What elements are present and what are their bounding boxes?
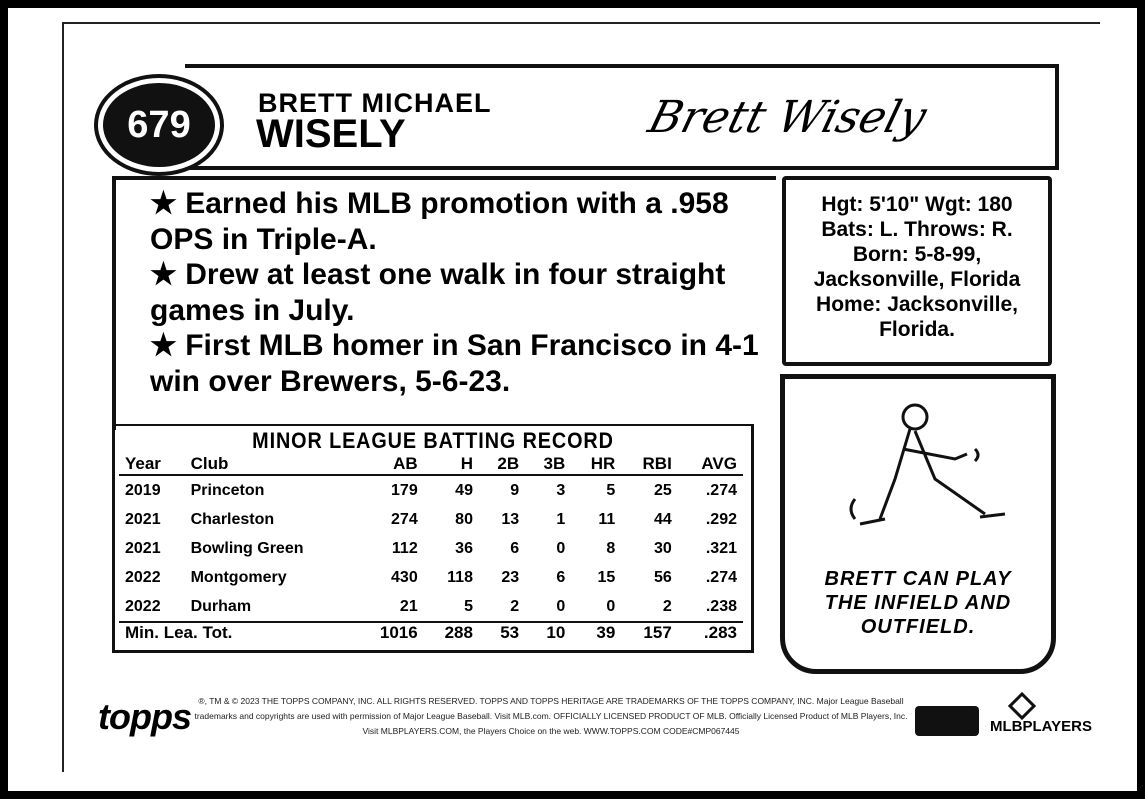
column-header: HR xyxy=(571,454,622,476)
table-cell: Princeton xyxy=(190,481,265,499)
table-cell: 44 xyxy=(654,510,672,528)
table-cell: 25 xyxy=(654,481,672,499)
table-cell: .292 xyxy=(705,510,737,528)
table-cell: 2022 xyxy=(125,597,161,615)
table-cell: 3 xyxy=(556,481,566,499)
bio-text: ★ Earned his MLB promotion with a .958 O… xyxy=(150,187,759,398)
total-cell: .283 xyxy=(677,621,743,643)
table-cell: .274 xyxy=(705,568,737,586)
table-cell: 9 xyxy=(510,481,520,499)
table-cell: Montgomery xyxy=(190,568,287,586)
column-header: Club xyxy=(184,454,356,476)
table-row: 2022 Durham 21 5 2 0 0 2 .238 xyxy=(119,592,743,622)
signature: Brett Wisely xyxy=(643,92,932,143)
column-header: RBI xyxy=(621,454,678,476)
stats-title: MINOR LEAGUE BATTING RECORD xyxy=(252,428,614,453)
table-cell: 8 xyxy=(606,539,616,557)
table-cell: 0 xyxy=(556,597,566,615)
table-cell: .321 xyxy=(705,539,737,557)
table-cell: 23 xyxy=(501,568,520,586)
total-cell: 157 xyxy=(621,621,678,643)
table-cell: 2022 xyxy=(125,568,161,586)
table-cell: 13 xyxy=(501,510,520,528)
cartoon-caption: BRETT CAN PLAY THE INFIELD AND OUTFIELD. xyxy=(824,568,1012,638)
column-header: AVG xyxy=(677,454,743,476)
table-cell: 80 xyxy=(455,510,473,528)
table-cell: .238 xyxy=(705,597,737,615)
table-cell: 56 xyxy=(654,568,672,586)
topps-logo: topps xyxy=(98,696,192,737)
column-header: H xyxy=(423,454,479,476)
table-cell: 6 xyxy=(556,568,566,586)
home: Home: Jacksonville, xyxy=(816,293,1018,316)
table-cell: 2021 xyxy=(125,539,161,557)
table-cell: 6 xyxy=(510,539,520,557)
cartoon-illustration xyxy=(849,403,1006,526)
column-header: 3B xyxy=(525,454,572,476)
table-cell: 36 xyxy=(455,539,473,557)
table-cell: 2 xyxy=(510,597,520,615)
stats-table: Year Club AB H 2B 3B HR RBI AVG 2019 Princeton 179… xyxy=(119,454,743,643)
table-cell: Charleston xyxy=(190,510,275,528)
column-header: Year xyxy=(119,454,185,476)
table-row: 2021 Charleston 274 80 13 1 11 44.292 xyxy=(119,505,743,534)
table-row: 2022 Montgomery 430 118 23 6 15 56 .274 xyxy=(119,563,743,592)
home-cont: Florida. xyxy=(879,318,955,341)
column-header: AB xyxy=(355,454,424,476)
total-cell: Min. Lea. Tot. xyxy=(119,621,356,643)
total-cell: 39 xyxy=(571,621,622,643)
table-cell: 430 xyxy=(391,568,418,586)
table-cell: 1 xyxy=(556,510,566,528)
player-first-names: BRETT MICHAEL xyxy=(258,88,492,118)
name-header xyxy=(185,64,1059,170)
mlbpa-logo: MLBPLAYERS xyxy=(990,718,1092,735)
column-header: 2B xyxy=(478,454,526,476)
table-cell: 2 xyxy=(662,597,672,615)
player-last-name: WISELY xyxy=(256,112,406,156)
vitals-box: Hgt: 5'10" Wgt: 180 Bats: L. Throws: R. … xyxy=(782,176,1052,366)
table-cell: .274 xyxy=(705,481,737,499)
table-cell: Bowling Green xyxy=(190,539,304,557)
cartoon-box: BRETT CAN PLAY THE INFIELD AND OUTFIELD. xyxy=(780,374,1056,674)
born-place: Jacksonville, Florida xyxy=(813,268,1021,291)
born-date: Born: 5-8-99, xyxy=(852,243,982,266)
table-row: 2019 Princeton 179 49 9 3 5 25 .274 xyxy=(119,475,743,505)
total-cell: 10 xyxy=(525,621,572,643)
total-cell: 53 xyxy=(478,621,526,643)
bio-box: ★ Earned his MLB promotion with a .958 O… xyxy=(112,176,776,430)
table-cell: 11 xyxy=(598,510,616,528)
card-number: 679 xyxy=(94,74,224,176)
table-cell: 5 xyxy=(606,481,616,499)
table-cell: 15 xyxy=(597,568,616,586)
total-cell: 1016 xyxy=(355,621,424,643)
table-cell: 112 xyxy=(391,539,418,557)
table-cell: 2019 xyxy=(125,481,161,499)
stats-box: MINOR LEAGUE BATTING RECORD Year Club AB H 2… xyxy=(112,424,754,653)
mlb-logo xyxy=(915,706,979,736)
table-cell: 49 xyxy=(455,481,473,499)
table-cell: 21 xyxy=(399,597,418,615)
totals-row: Min. Lea. Tot. 1016 288 53 10 39 157.283 xyxy=(119,621,743,643)
bats-throws: Bats: L. Throws: R. xyxy=(821,218,1013,241)
table-cell: Durham xyxy=(190,597,252,615)
table-cell: 118 xyxy=(447,568,473,586)
table-cell: 30 xyxy=(654,539,672,557)
table-cell: 0 xyxy=(556,539,566,557)
height-weight: Hgt: 5'10" Wgt: 180 xyxy=(821,193,1013,216)
table-cell: 2021 xyxy=(125,510,161,528)
table-cell: 5 xyxy=(464,597,473,615)
table-cell: 0 xyxy=(606,597,616,615)
table-cell: 274 xyxy=(391,510,418,528)
table-row: 2021 Bowling Green 112 36 6 0 8 30 .321 xyxy=(119,534,743,563)
total-cell: 288 xyxy=(423,621,479,643)
legal-text: ®, TM & © 2023 THE TOPPS COMPANY, INC. A… xyxy=(194,696,908,736)
table-cell: 179 xyxy=(391,481,418,499)
card-frame xyxy=(62,22,1100,772)
